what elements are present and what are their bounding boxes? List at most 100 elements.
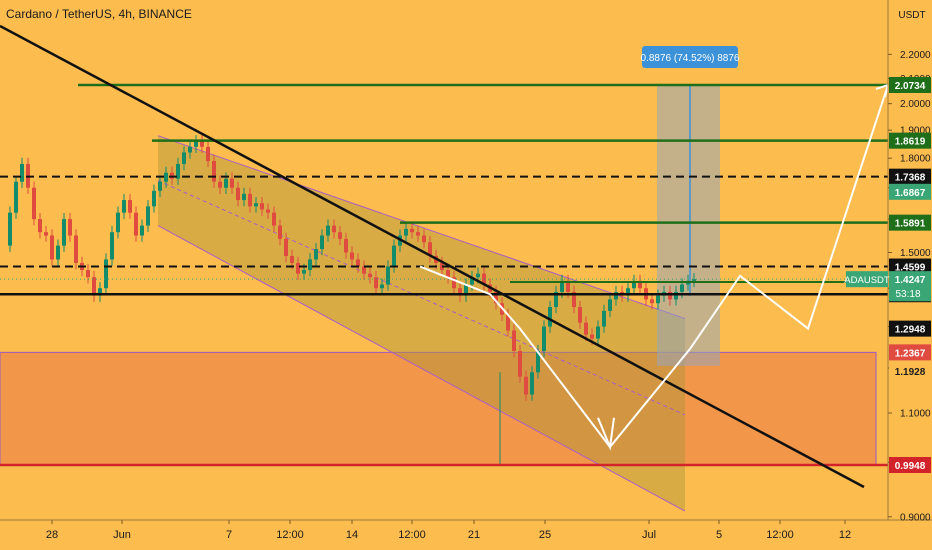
level-price-tag: 1.7368	[895, 173, 926, 184]
measure-box	[657, 85, 720, 366]
candle-body	[320, 235, 324, 250]
measure-label: 0.8876 (74.52%) 8876	[641, 53, 740, 64]
candle-body	[74, 235, 78, 263]
projection-bounce-arrow	[597, 417, 615, 451]
candle-body	[452, 277, 456, 289]
candle-body	[218, 181, 222, 188]
candle-body	[650, 299, 654, 304]
y-tick-label: 1.8000	[900, 154, 931, 165]
candle-body	[332, 225, 336, 233]
candle-body	[524, 376, 528, 395]
candle-body	[38, 219, 42, 233]
y-tick-label: 1.9000	[900, 126, 931, 137]
candle-body	[92, 277, 96, 296]
x-tick-label: 7	[226, 529, 232, 541]
candle-body	[530, 372, 534, 395]
x-tick-label: 28	[46, 529, 58, 541]
candle-body	[548, 307, 552, 327]
candle-body	[44, 232, 48, 236]
candle-body	[62, 219, 66, 246]
level-price-tag: 1.8619	[895, 137, 926, 148]
candle-body	[110, 232, 114, 260]
candle-body	[212, 161, 216, 182]
candle-body	[374, 277, 378, 289]
candle-body	[416, 232, 420, 236]
price-tag-bg	[889, 183, 931, 200]
candle-body	[260, 203, 264, 210]
candle-body	[236, 187, 240, 201]
level-price-tag-bg	[889, 214, 931, 231]
candle-body	[254, 203, 258, 207]
candle-body	[296, 262, 300, 274]
x-tick-label: 25	[539, 529, 551, 541]
price-tag-bg	[889, 344, 931, 361]
candle-body	[590, 334, 594, 339]
candle-body	[674, 291, 678, 300]
candle-body	[614, 291, 618, 300]
candle-body	[20, 163, 24, 182]
symbol-tag-bg	[846, 271, 888, 288]
level-price-tag-bg	[889, 457, 931, 473]
candle-body	[134, 212, 138, 236]
candle-body	[692, 279, 696, 281]
candle-body	[8, 212, 12, 246]
candle-body	[566, 280, 570, 292]
candle-body	[164, 172, 168, 182]
candle-body	[68, 219, 72, 236]
candle-body	[470, 277, 474, 285]
candle-body	[98, 288, 102, 296]
candle-body	[314, 249, 318, 260]
x-tick-label: 12:00	[398, 529, 426, 541]
trend-line	[0, 24, 865, 489]
candle-body	[32, 187, 36, 220]
candle-body	[428, 242, 432, 256]
currency-label: USDT	[898, 10, 925, 21]
candle-body	[224, 178, 228, 188]
level-price-tag-bg	[889, 168, 931, 185]
candle-body	[464, 284, 468, 296]
channel-fill	[158, 135, 685, 512]
candle-body	[326, 225, 330, 236]
candle-body	[266, 209, 270, 213]
symbol-tag: ADAUSDT	[844, 275, 890, 286]
candle-body	[116, 212, 120, 233]
candle-body	[602, 310, 606, 327]
candle-body	[86, 270, 90, 278]
candle-body	[194, 141, 198, 147]
candle-body	[302, 270, 306, 274]
y-tick-label: 1.5000	[900, 248, 931, 259]
candle-body	[242, 193, 246, 201]
exchange-label: BINANCE	[138, 7, 192, 21]
candle-body	[182, 152, 186, 164]
candle-body	[476, 273, 480, 278]
candle-body	[536, 350, 540, 373]
candle-body	[410, 228, 414, 233]
candle-body	[638, 280, 642, 289]
candle-body	[206, 146, 210, 162]
candle-body	[368, 273, 372, 278]
chart-title: Cardano / TetherUS, 4h, BINANCE	[6, 7, 192, 21]
candle-body	[188, 146, 192, 153]
x-tick-label: Jun	[113, 529, 131, 541]
candle-body	[278, 225, 282, 239]
level-price-tag: 0.9948	[895, 461, 926, 472]
price-tag: 1.6867	[895, 188, 926, 199]
candle-body	[338, 232, 342, 239]
candle-body	[422, 235, 426, 243]
demand-zone	[0, 351, 877, 466]
candle-body	[554, 291, 558, 308]
projection-arrowhead	[875, 83, 890, 98]
candle-body	[200, 141, 204, 147]
candle-body	[14, 181, 18, 213]
candle-body	[584, 322, 588, 335]
candle-body	[404, 228, 408, 236]
x-tick-label: 12:00	[276, 529, 304, 541]
candle-body	[362, 266, 366, 274]
measure-label-box	[642, 46, 738, 68]
x-tick-label: 14	[346, 529, 358, 541]
candle-body	[560, 280, 564, 292]
price-tag: 1.1928	[895, 367, 926, 378]
candle-body	[104, 259, 108, 289]
